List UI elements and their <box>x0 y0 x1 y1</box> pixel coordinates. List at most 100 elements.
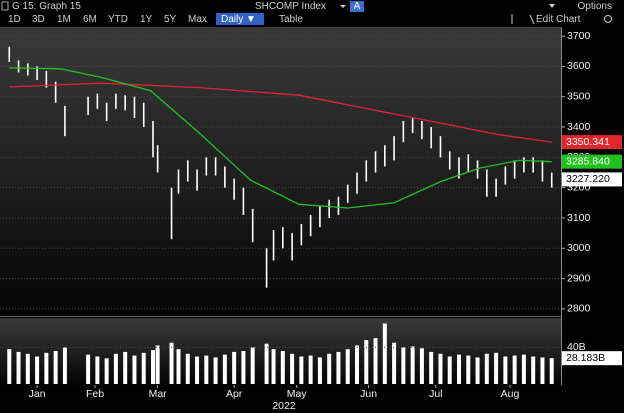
settings-icon[interactable] <box>604 15 612 23</box>
interval[interactable]: Daily ▼ <box>221 14 256 25</box>
x-tick-label: Jan <box>29 388 46 400</box>
volume-bar <box>222 354 227 384</box>
last-price-label-box <box>562 172 622 187</box>
moving-average <box>9 82 552 143</box>
volume-bar <box>364 340 369 384</box>
volume-bar <box>392 342 397 384</box>
edit-chart[interactable]: Edit Chart <box>536 14 581 25</box>
volume-bar <box>447 356 452 384</box>
volume-bar <box>155 345 160 384</box>
volume-bar <box>317 357 322 384</box>
volume-bar <box>185 353 190 384</box>
volume-bar <box>7 349 12 384</box>
last-value-label-box <box>562 154 622 169</box>
last-value-label: 3285.840 <box>566 155 610 167</box>
volume-bar <box>549 358 554 384</box>
range-button[interactable]: 3D <box>32 14 45 25</box>
volume-bar <box>113 353 118 384</box>
volume-bar <box>95 356 100 384</box>
volume-bar <box>531 356 536 384</box>
volume-bar <box>503 356 508 384</box>
options[interactable]: Options <box>578 1 612 12</box>
x-tick-label: Feb <box>86 388 104 400</box>
y-tick-label: 2800 <box>567 303 591 315</box>
last-value-label-box <box>562 135 622 150</box>
x-axis-year: 2022 <box>272 400 296 412</box>
volume-tick-label: 40B <box>567 341 586 353</box>
volume-bar <box>250 347 255 384</box>
volume-bar <box>204 355 209 384</box>
range-button[interactable]: 6M <box>83 14 97 25</box>
volume-bar <box>271 349 276 384</box>
volume-bar <box>16 351 21 384</box>
volume-bar <box>86 354 91 384</box>
x-tick-label: Jul <box>429 388 442 400</box>
volume-bar <box>232 351 237 384</box>
x-tick-label: Apr <box>226 388 243 400</box>
y-tick-label: 3600 <box>567 60 591 72</box>
source-box[interactable] <box>350 1 364 12</box>
volume-bar <box>132 355 137 384</box>
last-price-label: 3227.220 <box>566 173 610 185</box>
volume-bar <box>35 356 40 384</box>
volume-bar <box>410 346 415 384</box>
volume-bar <box>336 351 341 384</box>
volume-bar <box>176 349 181 384</box>
y-tick-label: 2900 <box>567 272 591 284</box>
volume-bar <box>521 354 526 384</box>
table-button[interactable]: Table <box>279 14 303 25</box>
security-dropdown[interactable] <box>340 5 346 8</box>
range-button[interactable]: 1Y <box>140 14 153 25</box>
volume-bar <box>438 353 443 384</box>
x-tick-label: Jun <box>360 388 377 400</box>
volume-bar <box>151 350 155 384</box>
graph-icon[interactable] <box>1 1 9 11</box>
range-button[interactable]: 5Y <box>164 14 177 25</box>
range-button[interactable]: Max <box>188 14 207 25</box>
volume-bar <box>475 357 480 384</box>
volume-bar <box>141 352 146 384</box>
volume-bar <box>429 351 434 384</box>
volume-bar <box>290 353 295 384</box>
volume-bar <box>308 355 313 384</box>
volume-bar <box>419 348 424 384</box>
x-tick-label: Aug <box>501 388 520 400</box>
volume-bar <box>104 358 109 384</box>
volume-bar <box>373 338 378 384</box>
source[interactable]: A <box>354 1 361 12</box>
last-volume-label: 28.183B <box>566 352 605 364</box>
last-value-label: 3350.341 <box>566 136 610 148</box>
volume-bar <box>280 351 285 384</box>
volume-bar <box>540 357 545 384</box>
volume-bar <box>195 356 200 384</box>
x-tick-label: May <box>287 388 308 400</box>
y-tick-label: 3100 <box>567 212 591 224</box>
last-volume-label-box <box>562 351 622 366</box>
x-tick-label: Mar <box>149 388 168 400</box>
interval-box[interactable] <box>216 13 264 25</box>
volume-bar <box>62 347 67 384</box>
range-button[interactable]: 1M <box>57 14 71 25</box>
security[interactable]: SHCOMP Index <box>255 1 326 12</box>
range-button[interactable]: 1D <box>8 14 21 25</box>
volume-bar <box>44 352 49 384</box>
pencil-icon[interactable] <box>529 14 535 25</box>
volume-bar <box>355 345 359 384</box>
volume-bar <box>25 353 30 384</box>
options-arrow[interactable] <box>549 4 555 8</box>
volume-bar <box>53 351 58 384</box>
volume-bar <box>264 343 269 384</box>
range-button[interactable]: YTD <box>108 14 128 25</box>
volume-bar <box>484 353 489 384</box>
volume-bar <box>494 352 499 384</box>
volume-bar <box>241 351 246 384</box>
volume-bar <box>169 342 174 384</box>
volume-bar <box>457 354 461 384</box>
y-tick-label: 3700 <box>567 30 591 42</box>
volume-bar <box>401 347 406 384</box>
volume-bar <box>299 356 304 384</box>
volume-bar <box>466 355 471 384</box>
volume-bar <box>512 355 517 384</box>
volume-bar <box>123 351 128 384</box>
